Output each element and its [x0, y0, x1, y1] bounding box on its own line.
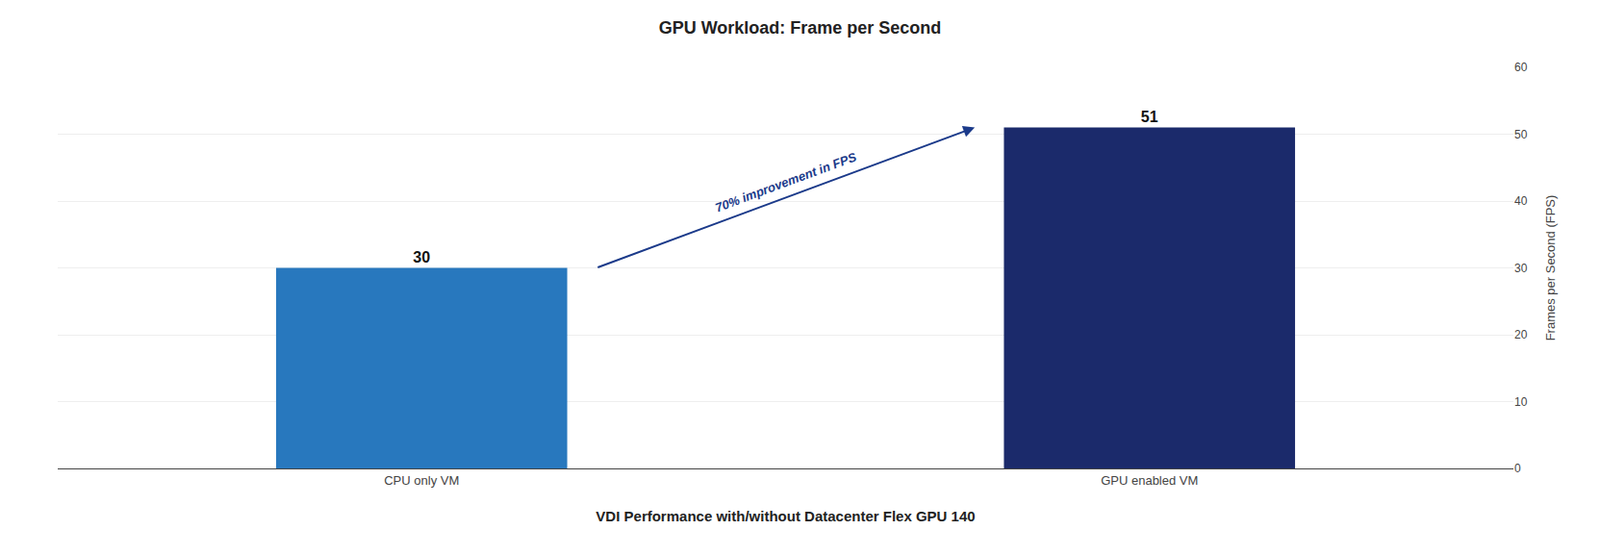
svg-text:50: 50 — [1514, 127, 1528, 142]
svg-text:30: 30 — [1514, 261, 1528, 276]
svg-text:10: 10 — [1514, 395, 1528, 409]
svg-text:0: 0 — [1514, 461, 1522, 476]
svg-text:GPU enabled VM: GPU enabled VM — [1100, 473, 1198, 488]
svg-text:40: 40 — [1514, 194, 1528, 208]
svg-text:VDI Performance with/without D: VDI Performance with/without Datacenter … — [595, 507, 975, 525]
svg-text:GPU Workload: Frame per Second: GPU Workload: Frame per Second — [659, 18, 942, 38]
svg-text:51: 51 — [1141, 108, 1159, 126]
svg-text:60: 60 — [1514, 60, 1528, 75]
svg-text:Frames per Second (FPS): Frames per Second (FPS) — [1543, 195, 1558, 342]
svg-text:20: 20 — [1514, 328, 1528, 342]
svg-text:70% improvement in FPS: 70% improvement in FPS — [712, 149, 859, 215]
svg-text:30: 30 — [412, 249, 431, 266]
svg-text:CPU only VM: CPU only VM — [383, 473, 459, 488]
